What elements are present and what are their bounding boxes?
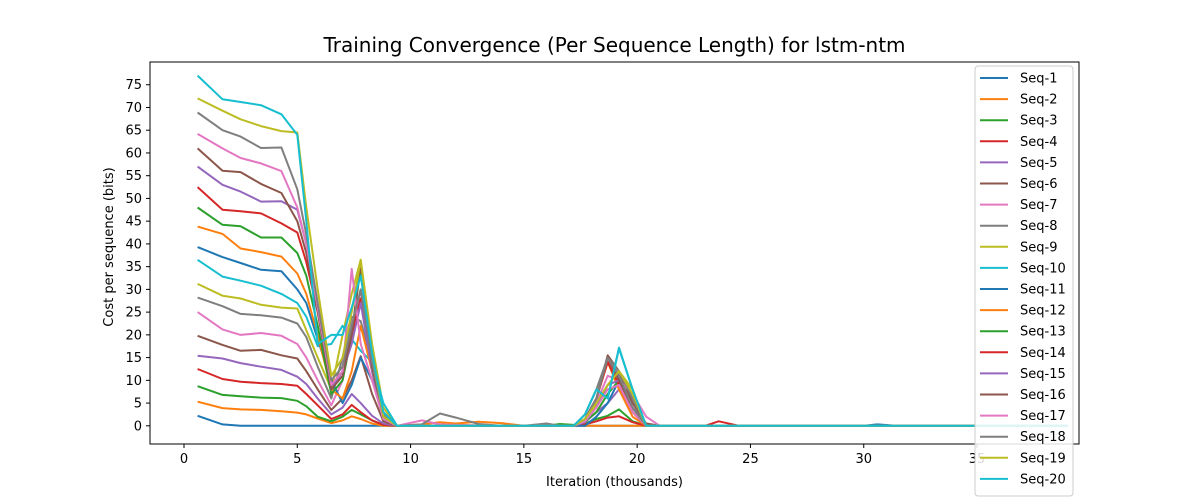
legend: Seq-1 Seq-2 Seq-3 Seq-4 Seq-5 Seq-6 Seq-7 Seq-8… [974, 65, 1074, 497]
legend-label-20: Seq-20 [1020, 472, 1066, 487]
x-tick-label: 30 [855, 452, 872, 467]
legend-label-13: Seq-13 [1020, 325, 1066, 340]
legend-label-5: Seq-5 [1020, 156, 1057, 171]
x-tick-label: 20 [629, 452, 646, 467]
y-tick-label: 40 [125, 237, 142, 252]
legend-label-6: Seq-6 [1020, 177, 1057, 192]
legend-label-19: Seq-19 [1020, 451, 1066, 466]
legend-label-9: Seq-9 [1020, 240, 1057, 255]
x-tick-label: 10 [402, 452, 419, 467]
y-tick-label: 25 [125, 306, 142, 321]
y-tick-label: 15 [125, 351, 142, 366]
x-tick-label: 25 [742, 452, 759, 467]
x-tick-label: 5 [293, 452, 301, 467]
legend-label-8: Seq-8 [1020, 219, 1057, 234]
x-tick-label: 0 [180, 452, 188, 467]
legend-label-7: Seq-7 [1020, 198, 1057, 213]
legend-label-2: Seq-2 [1020, 93, 1057, 108]
y-tick-label: 75 [125, 78, 142, 93]
axes-layer: 0510152025303505101520253035404550556065… [125, 61, 1080, 467]
legend-label-1: Seq-1 [1020, 72, 1057, 87]
legend-label-3: Seq-3 [1020, 114, 1057, 129]
y-tick-label: 35 [125, 260, 142, 275]
y-axis-label: Cost per sequence (bits) [102, 167, 117, 326]
x-axis-label: Iteration (thousands) [546, 475, 683, 490]
legend-label-18: Seq-18 [1020, 430, 1066, 445]
y-tick-label: 65 [125, 124, 142, 139]
legend-label-10: Seq-10 [1020, 261, 1066, 276]
series-layer [196, 74, 1068, 427]
legend-box [974, 65, 1074, 497]
y-tick-label: 50 [125, 192, 142, 207]
legend-label-12: Seq-12 [1020, 304, 1066, 319]
legend-label-14: Seq-14 [1020, 346, 1066, 361]
y-tick-label: 10 [125, 374, 142, 389]
y-tick-label: 5 [134, 397, 142, 412]
legend-label-17: Seq-17 [1020, 409, 1066, 424]
y-tick-label: 0 [134, 419, 142, 434]
y-tick-label: 45 [125, 215, 142, 230]
x-tick-label: 15 [516, 452, 533, 467]
legend-label-11: Seq-11 [1020, 283, 1066, 298]
series-line-20 [196, 74, 1068, 427]
chart-title: Training Convergence (Per Sequence Lengt… [322, 33, 905, 57]
legend-label-4: Seq-4 [1020, 135, 1057, 150]
y-tick-label: 20 [125, 328, 142, 343]
legend-label-15: Seq-15 [1020, 367, 1066, 382]
y-tick-label: 70 [125, 101, 142, 116]
plot-frame [149, 61, 1080, 445]
legend-label-16: Seq-16 [1020, 388, 1066, 403]
y-tick-label: 60 [125, 146, 142, 161]
y-tick-label: 55 [125, 169, 142, 184]
y-tick-label: 30 [125, 283, 142, 298]
